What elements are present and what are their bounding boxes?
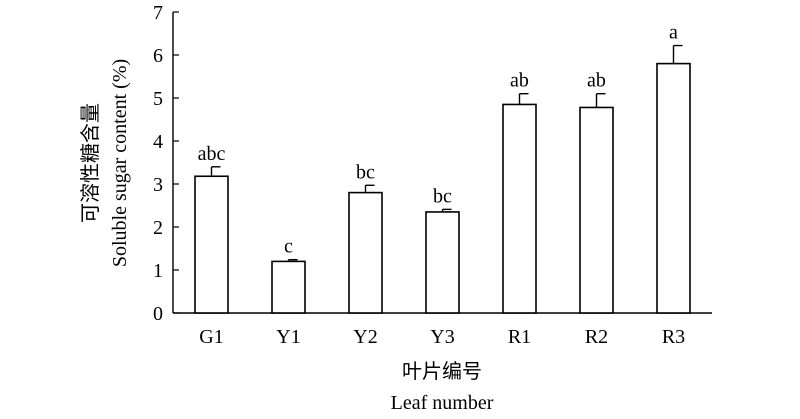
x-tick-label: R3 — [662, 326, 685, 348]
x-tick-label: R2 — [585, 326, 608, 348]
y-axis-label-english: Soluble sugar content (%) — [109, 59, 131, 267]
y-tick-label: 0 — [153, 303, 163, 325]
x-tick-label: G1 — [199, 326, 223, 348]
x-axis-label-chinese: 叶片编号 — [402, 360, 482, 383]
labels: G1 abc Y1 c Y2 bc Y3 bc R1 ab R2 ab R3 a — [198, 22, 686, 348]
y-tick-label: 4 — [153, 131, 163, 153]
y-tick-label: 5 — [153, 88, 163, 110]
significance-label: c — [284, 236, 293, 258]
significance-label: bc — [433, 185, 452, 207]
bar-y3 — [425, 211, 460, 314]
x-tick-label: Y1 — [276, 326, 300, 348]
bar-r2 — [579, 106, 614, 314]
y-axis-label-chinese: 可溶性糖含量 — [79, 103, 102, 223]
significance-label: a — [669, 22, 678, 44]
y-tick-label: 3 — [153, 174, 163, 196]
bars — [194, 44, 691, 314]
bar-r1 — [502, 103, 537, 314]
significance-label: ab — [587, 70, 606, 92]
significance-label: bc — [356, 161, 375, 183]
y-tick-label: 6 — [153, 45, 163, 67]
y-tick-label: 2 — [153, 217, 163, 239]
x-tick-label: Y2 — [353, 326, 377, 348]
bar-y1 — [271, 260, 306, 314]
bar-r3 — [656, 62, 691, 314]
bar-y2 — [348, 191, 383, 314]
y-tick-label: 7 — [153, 2, 163, 24]
x-axis-label-english: Leaf number — [391, 392, 494, 414]
x-tick-label: Y3 — [430, 326, 454, 348]
significance-label: ab — [510, 70, 529, 92]
bar-g1 — [194, 175, 229, 314]
axes: 0 1 2 3 4 5 6 7 — [153, 2, 712, 325]
y-tick-label: 1 — [153, 260, 163, 282]
x-tick-label: R1 — [508, 326, 531, 348]
significance-label: abc — [198, 143, 226, 165]
